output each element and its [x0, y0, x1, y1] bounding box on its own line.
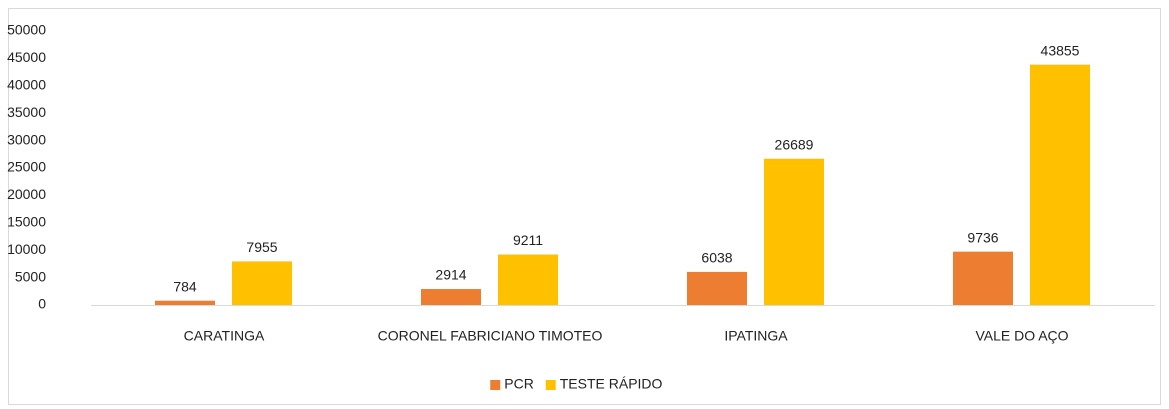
bar [764, 158, 824, 305]
bar [498, 254, 558, 305]
y-tick-label: 5000 [15, 268, 46, 284]
data-label: 43855 [1041, 42, 1080, 58]
data-label: 26689 [775, 136, 814, 152]
legend-label: PCR [504, 376, 534, 392]
x-tick-label: VALE DO AÇO [975, 328, 1068, 344]
data-label: 2914 [435, 267, 466, 283]
y-tick-label: 50000 [7, 22, 46, 38]
bar [1030, 64, 1090, 306]
bar [155, 300, 215, 305]
bar [421, 289, 481, 305]
legend-swatch [490, 380, 501, 390]
y-tick-label: 35000 [7, 104, 46, 120]
data-label: 784 [173, 278, 197, 294]
data-label: 9211 [513, 232, 543, 248]
x-tick-label: IPATINGA [724, 328, 788, 344]
legend-label: TESTE RÁPIDO [560, 376, 663, 392]
bar [232, 261, 292, 305]
y-tick-label: 45000 [7, 49, 46, 65]
data-label: 6038 [701, 250, 732, 266]
y-tick-label: 10000 [7, 241, 46, 257]
chart-border [8, 8, 1161, 405]
bar [953, 251, 1013, 305]
x-tick-label: CORONEL FABRICIANO TIMOTEO [378, 328, 603, 344]
y-tick-label: 15000 [7, 214, 46, 230]
data-label: 7955 [246, 239, 277, 255]
y-tick-label: 25000 [7, 159, 46, 175]
y-tick-label: 20000 [7, 186, 46, 202]
x-tick-label: CARATINGA [184, 328, 265, 344]
legend-swatch [545, 380, 556, 390]
data-label: 9736 [967, 229, 998, 245]
y-tick-label: 30000 [7, 131, 46, 147]
bar [687, 271, 747, 305]
y-tick-label: 40000 [7, 77, 46, 93]
y-tick-label: 0 [38, 296, 46, 312]
